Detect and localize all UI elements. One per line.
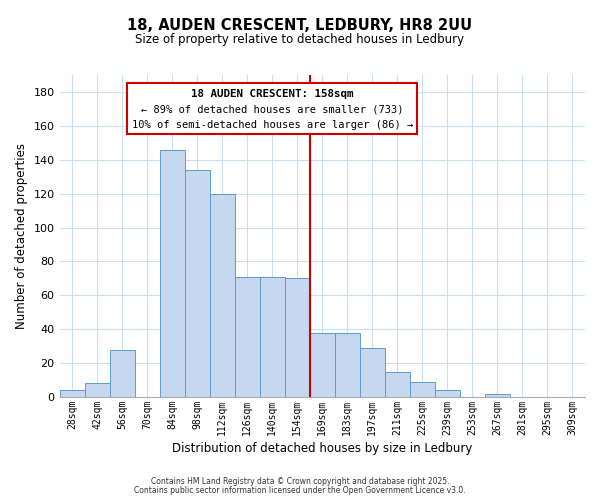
- Bar: [435, 390, 460, 397]
- Text: ← 89% of detached houses are smaller (733): ← 89% of detached houses are smaller (73…: [141, 104, 403, 115]
- Bar: [310, 332, 335, 397]
- Bar: [260, 276, 285, 397]
- Bar: [385, 372, 410, 397]
- Y-axis label: Number of detached properties: Number of detached properties: [15, 143, 28, 329]
- Bar: [209, 194, 235, 397]
- Text: 18, AUDEN CRESCENT, LEDBURY, HR8 2UU: 18, AUDEN CRESCENT, LEDBURY, HR8 2UU: [127, 18, 473, 32]
- Bar: [235, 276, 260, 397]
- Text: Contains HM Land Registry data © Crown copyright and database right 2025.: Contains HM Land Registry data © Crown c…: [151, 477, 449, 486]
- Bar: [185, 170, 209, 397]
- Bar: [85, 384, 110, 397]
- FancyBboxPatch shape: [127, 84, 418, 134]
- Bar: [410, 382, 435, 397]
- Text: Contains public sector information licensed under the Open Government Licence v3: Contains public sector information licen…: [134, 486, 466, 495]
- Text: 18 AUDEN CRESCENT: 158sqm: 18 AUDEN CRESCENT: 158sqm: [191, 88, 353, 99]
- Text: Size of property relative to detached houses in Ledbury: Size of property relative to detached ho…: [136, 32, 464, 46]
- Bar: [110, 350, 134, 397]
- Bar: [59, 390, 85, 397]
- X-axis label: Distribution of detached houses by size in Ledbury: Distribution of detached houses by size …: [172, 442, 472, 455]
- Bar: [285, 278, 310, 397]
- Bar: [485, 394, 510, 397]
- Bar: [360, 348, 385, 397]
- Bar: [335, 332, 360, 397]
- Text: 10% of semi-detached houses are larger (86) →: 10% of semi-detached houses are larger (…: [131, 120, 413, 130]
- Bar: [160, 150, 185, 397]
